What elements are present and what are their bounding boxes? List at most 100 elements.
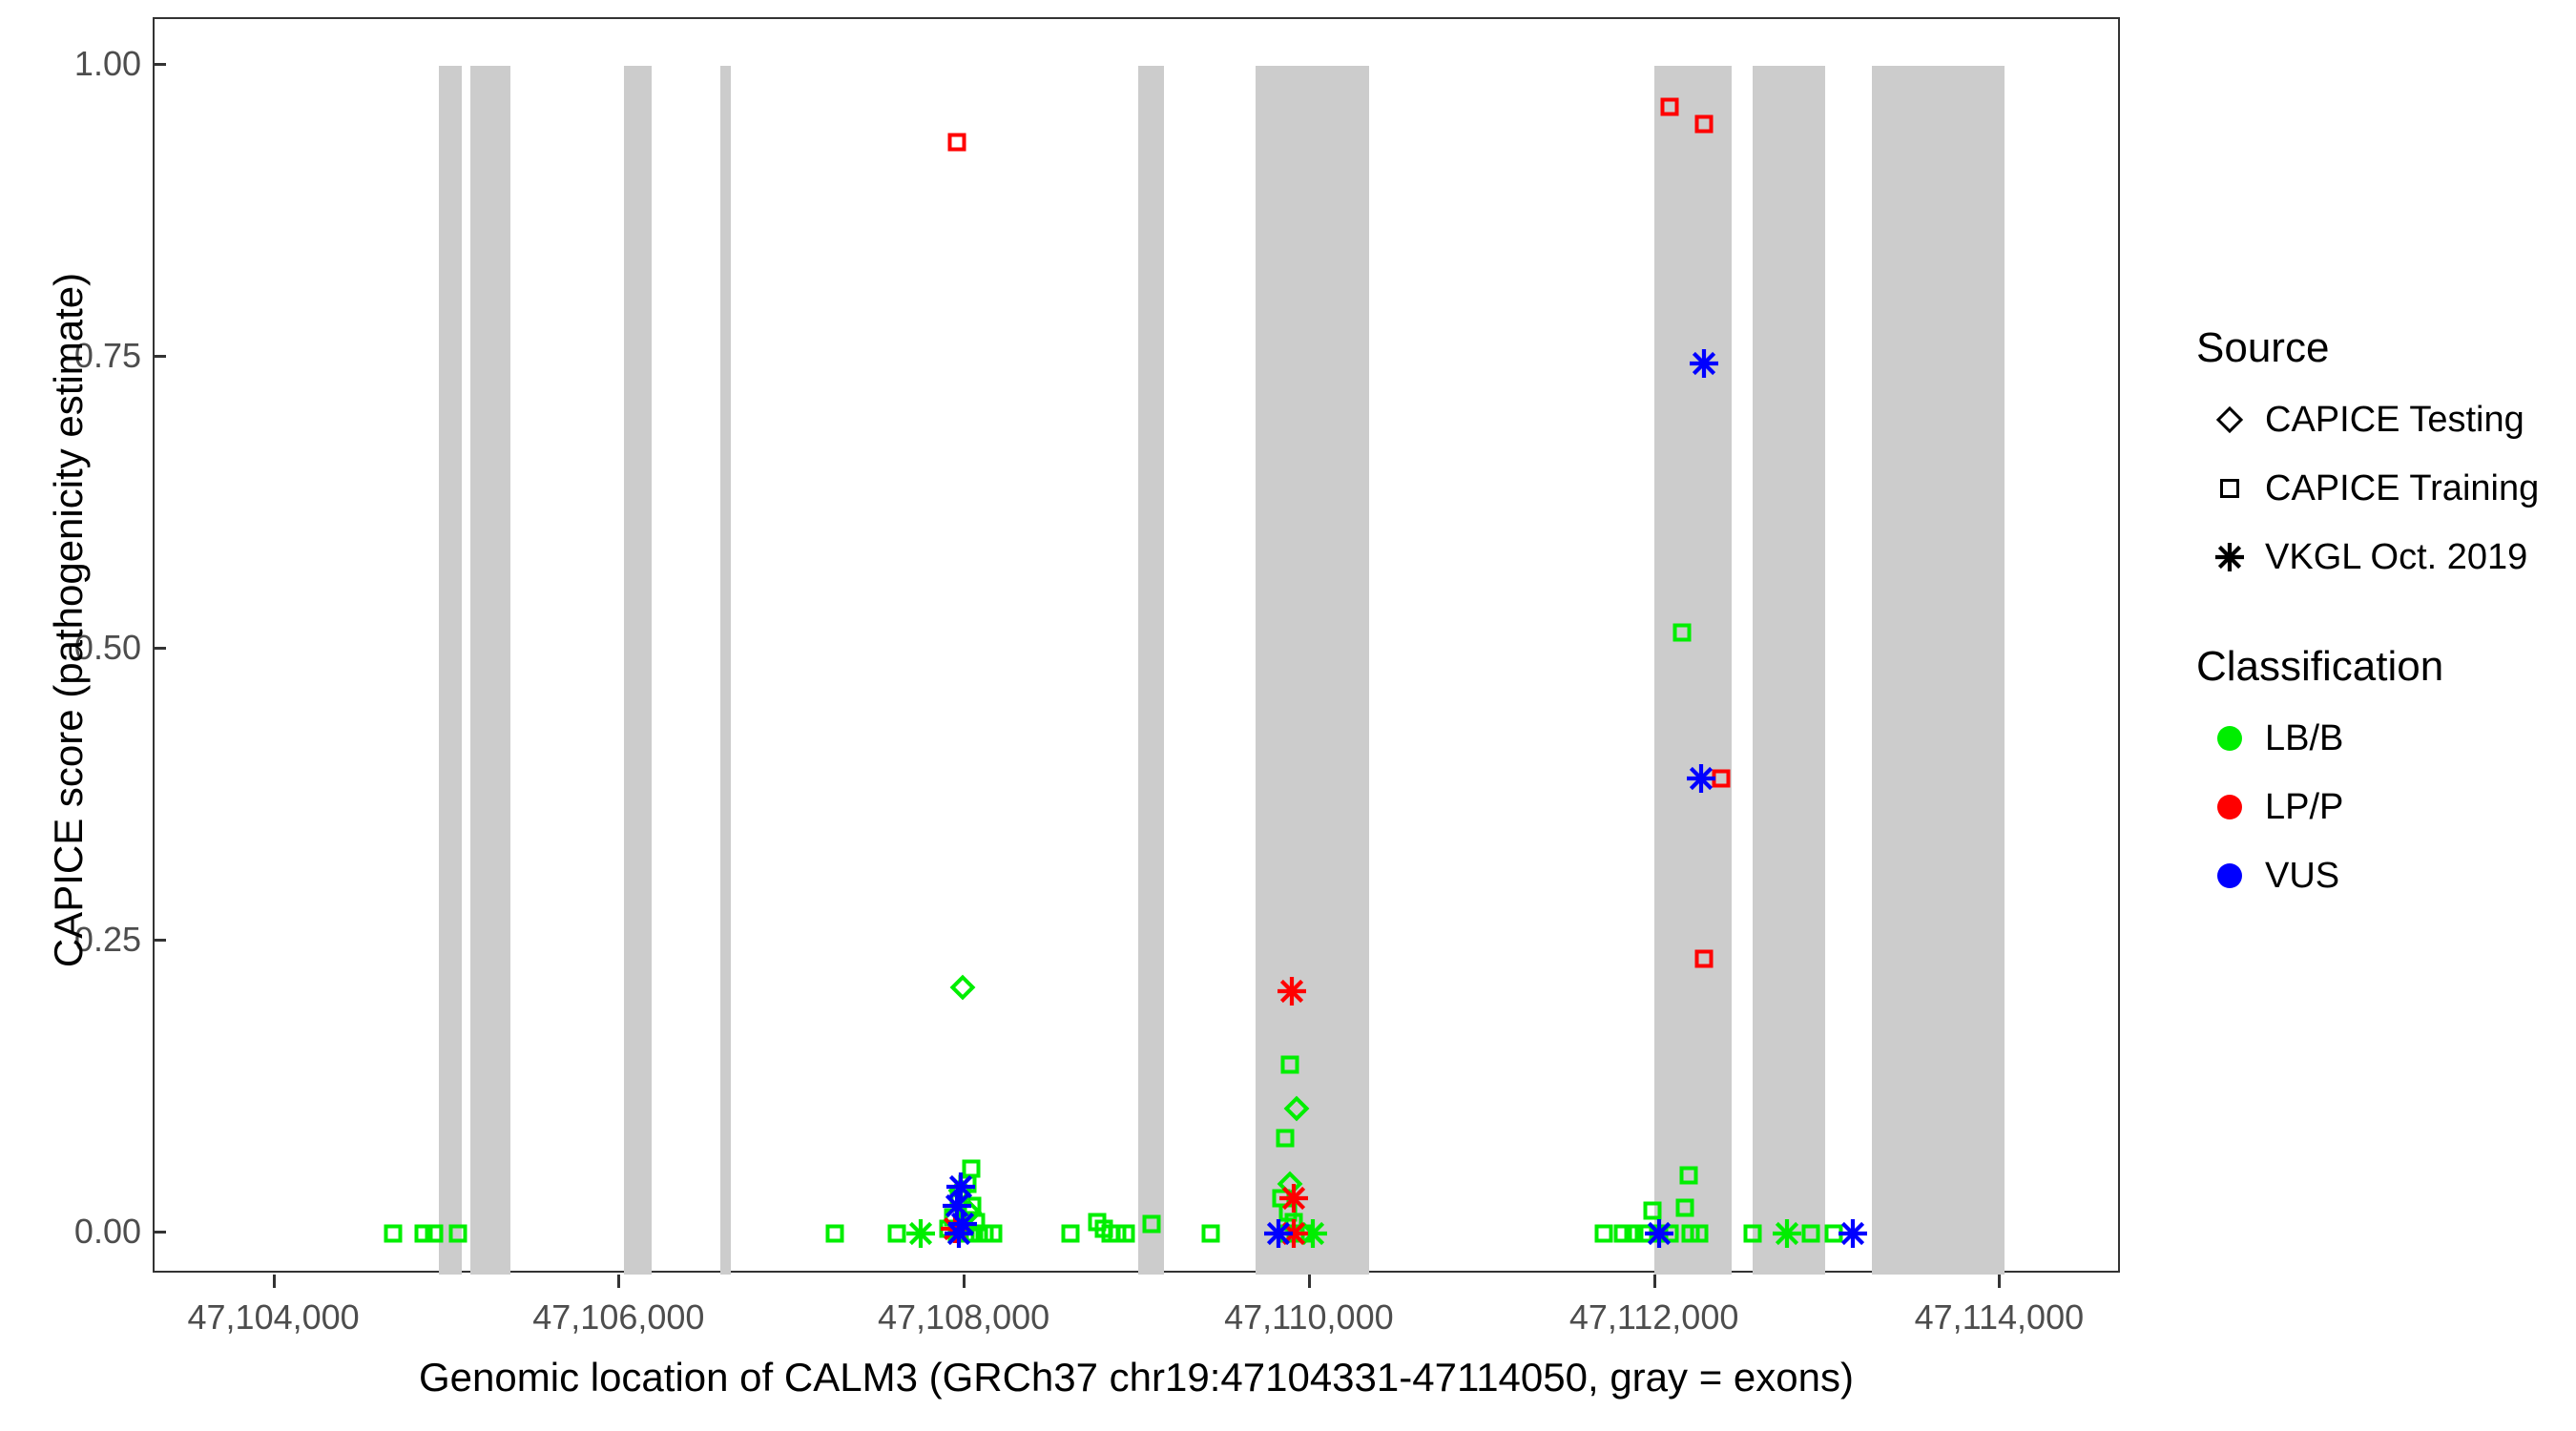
- exon-band: [439, 65, 462, 1275]
- point-marker-diamond: [1277, 1171, 1303, 1196]
- point-marker-square: [939, 1219, 958, 1238]
- legend-key-glyph: [2217, 863, 2242, 888]
- point-marker-square: [448, 1224, 467, 1243]
- point-marker-asterisk: [904, 1217, 937, 1250]
- legend-item-lp-p[interactable]: LP/P: [2194, 773, 2576, 841]
- legend-key-glyph: [2215, 405, 2244, 434]
- point-marker-asterisk: [941, 1190, 973, 1222]
- legend-item-capice-training[interactable]: CAPICE Training: [2194, 454, 2576, 523]
- point-marker-square: [1286, 1224, 1305, 1243]
- legend-item-lb-b[interactable]: LB/B: [2194, 704, 2576, 773]
- point-marker-square: [1088, 1213, 1107, 1232]
- point-marker-diamond: [947, 1177, 974, 1204]
- point-marker-square: [414, 1224, 433, 1243]
- legend-key-glyph: [2220, 479, 2239, 498]
- point-marker-square: [1639, 1224, 1658, 1243]
- point-marker-asterisk: [1688, 347, 1720, 380]
- exon-band: [1752, 65, 1825, 1275]
- point-marker-square: [1712, 769, 1731, 788]
- plot-panel: [153, 17, 2120, 1275]
- point-marker-square: [1694, 949, 1714, 968]
- point-marker-square: [1624, 1224, 1643, 1243]
- point-marker-square: [1824, 1224, 1843, 1243]
- legend-gap: [2194, 591, 2576, 643]
- point-marker-square: [949, 1189, 968, 1208]
- point-marker-asterisk: [943, 1217, 975, 1250]
- point-marker-square: [1201, 1224, 1220, 1243]
- legend-title-source: Source: [2196, 324, 2330, 371]
- x-axis-tick-label: 47,106,000: [532, 1297, 705, 1337]
- exon-band: [1871, 65, 2005, 1275]
- point-marker-asterisk: [1685, 762, 1717, 795]
- point-marker-asterisk: [945, 1171, 977, 1203]
- x-axis-tick-label: 47,112,000: [1568, 1297, 1739, 1337]
- point-marker-square: [944, 1208, 963, 1227]
- point-marker-square: [1650, 1224, 1669, 1243]
- x-axis-tick: [272, 1275, 276, 1288]
- point-marker-square: [966, 1213, 986, 1232]
- point-marker-square: [1594, 1224, 1613, 1243]
- legend-key-glyph: [2213, 541, 2246, 573]
- legend-item-vkgl-oct-2019[interactable]: VKGL Oct. 2019: [2194, 523, 2576, 591]
- exon-band: [623, 65, 652, 1275]
- point-marker-diamond: [956, 1199, 983, 1226]
- y-axis-tick-label: 1.00: [73, 43, 141, 83]
- legend-title-classification: Classification: [2196, 643, 2444, 690]
- point-marker-square: [984, 1224, 1003, 1243]
- point-marker-diamond: [1283, 1095, 1310, 1122]
- point-marker-square: [1280, 1055, 1299, 1074]
- point-marker-square: [425, 1224, 444, 1243]
- point-marker-square: [1272, 1189, 1291, 1208]
- x-axis-tick: [963, 1275, 966, 1288]
- point-marker-square: [1634, 1224, 1653, 1243]
- point-marker-square: [1672, 623, 1692, 642]
- x-axis-tick-label: 47,104,000: [187, 1297, 360, 1337]
- legend-item-capice-testing[interactable]: CAPICE Testing: [2194, 385, 2576, 454]
- point-marker-square: [1660, 1224, 1679, 1243]
- point-marker-asterisk: [1278, 1217, 1310, 1250]
- point-marker-square: [962, 1159, 981, 1178]
- legend-item-label: CAPICE Testing: [2265, 399, 2524, 440]
- exon-band: [720, 65, 732, 1275]
- y-axis-tick-label: 0.50: [73, 628, 141, 668]
- point-marker-square: [965, 1224, 984, 1243]
- point-marker-square: [1675, 1198, 1694, 1217]
- dot-icon: [2194, 795, 2265, 819]
- x-axis-tick: [617, 1275, 621, 1288]
- point-marker-square: [1743, 1224, 1762, 1243]
- legend-key-glyph: [2217, 795, 2242, 819]
- point-marker-square: [963, 1196, 982, 1215]
- y-axis-tick-label: 0.75: [73, 336, 141, 375]
- point-marker-square: [1295, 1224, 1314, 1243]
- y-axis-tick-label: 0.25: [73, 920, 141, 960]
- legend-item-label: VKGL Oct. 2019: [2265, 536, 2528, 577]
- point-marker-asterisk: [1837, 1217, 1869, 1250]
- point-marker-square: [1613, 1224, 1632, 1243]
- x-axis-tick: [1307, 1275, 1311, 1288]
- x-axis-title: Genomic location of CALM3 (GRCh37 chr19:…: [419, 1355, 1854, 1400]
- exon-bands-layer: [155, 19, 2118, 1275]
- x-axis-tick-label: 47,114,000: [1914, 1297, 2085, 1337]
- y-axis-title: CAPICE score (pathogenicity estimate): [46, 272, 91, 968]
- point-marker-asterisk: [1771, 1217, 1803, 1250]
- legend-item-label: LB/B: [2265, 717, 2344, 758]
- exon-band: [470, 65, 510, 1275]
- point-marker-square: [1101, 1224, 1120, 1243]
- exon-band: [1653, 65, 1733, 1275]
- point-marker-square: [1679, 1166, 1698, 1185]
- point-marker-square: [958, 1174, 977, 1192]
- y-axis-tick: [153, 62, 166, 66]
- point-marker-square: [1694, 114, 1714, 134]
- point-marker-asterisk: [1643, 1217, 1675, 1250]
- point-marker-square: [1116, 1224, 1135, 1243]
- point-marker-square: [887, 1224, 906, 1243]
- point-marker-square: [1284, 1213, 1303, 1232]
- y-axis-tick: [153, 1231, 166, 1234]
- dot-icon: [2194, 726, 2265, 751]
- x-axis-tick: [1998, 1275, 2002, 1288]
- exon-band: [1138, 65, 1165, 1275]
- legend-item-vus[interactable]: VUS: [2194, 841, 2576, 910]
- point-marker-square: [1660, 97, 1679, 116]
- point-marker-square: [956, 1224, 975, 1243]
- point-marker-asterisk: [946, 1208, 979, 1240]
